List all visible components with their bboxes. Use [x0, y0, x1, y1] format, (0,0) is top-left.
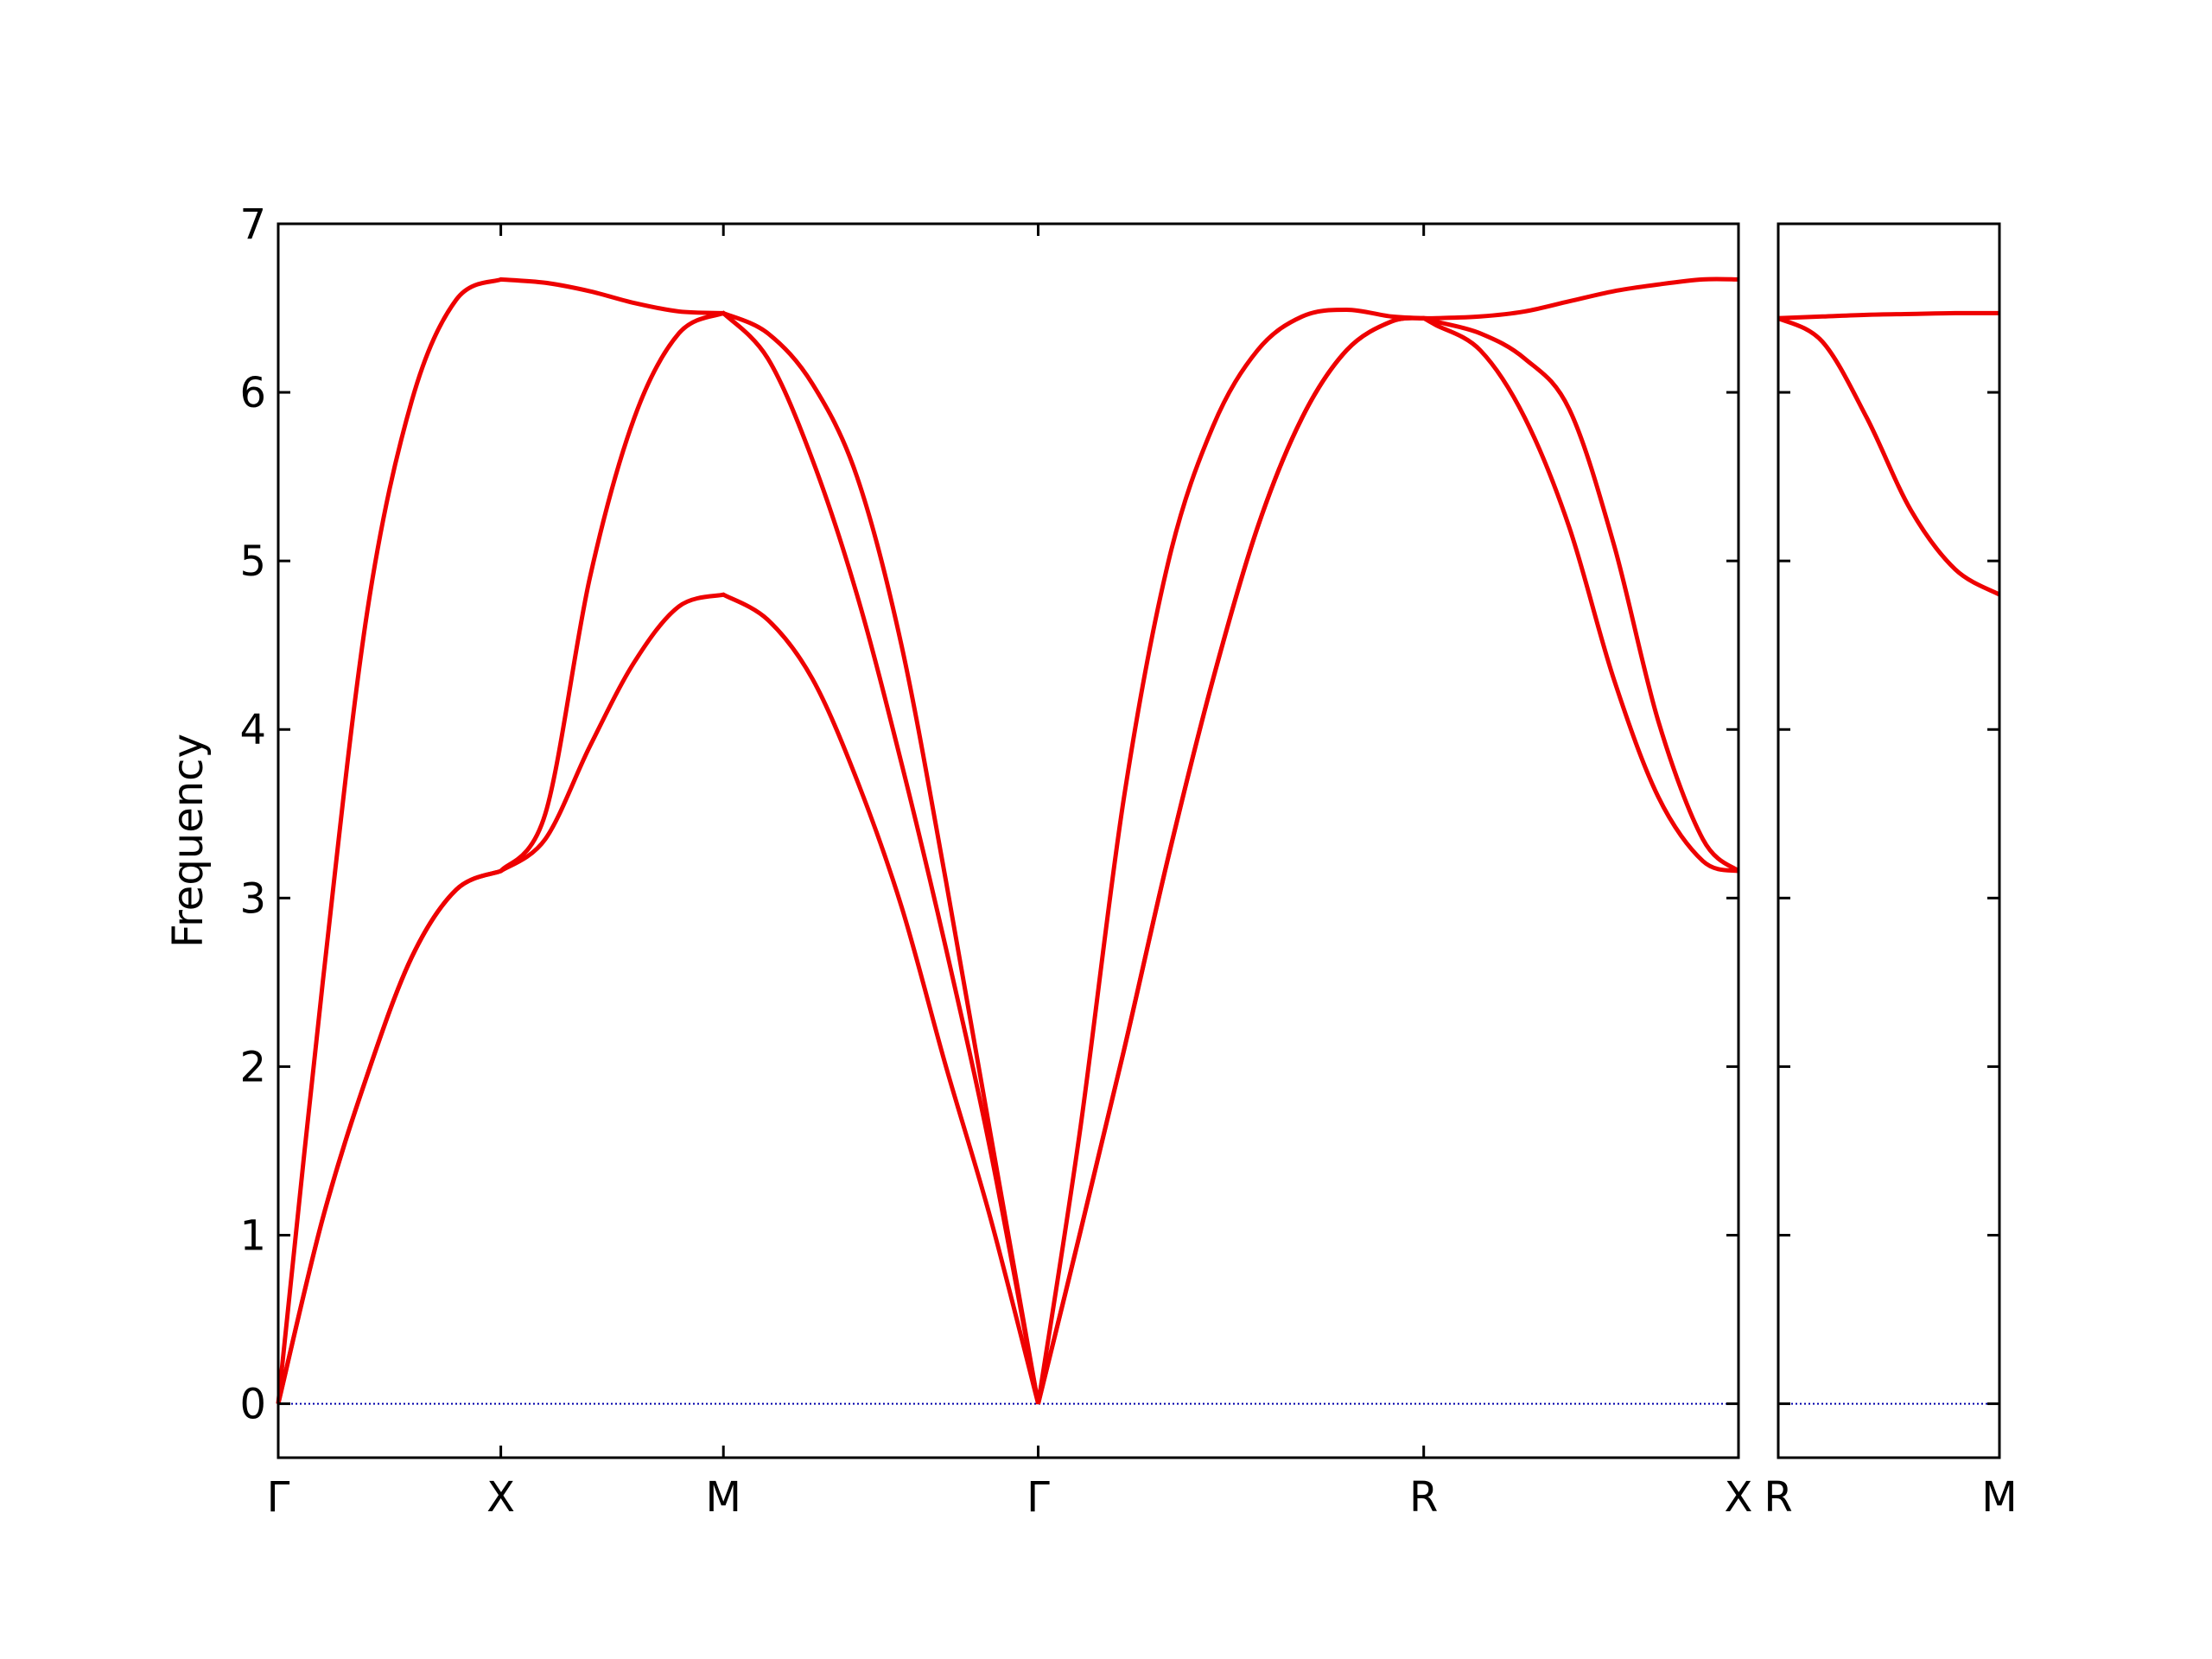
- band-line: [276, 276, 1739, 1405]
- band-line: [1777, 310, 2000, 321]
- x-tick-label: Γ: [1027, 1473, 1050, 1522]
- band-line: [1777, 315, 2001, 597]
- x-tick-label: M: [706, 1473, 741, 1522]
- x-tick-label: R: [1764, 1473, 1792, 1522]
- plot-frame: [1777, 222, 2001, 1459]
- y-tick-label: 6: [239, 369, 266, 417]
- x-tick-label: M: [1981, 1473, 2017, 1522]
- y-tick-label: 5: [239, 537, 266, 586]
- x-tick-label: X: [1725, 1473, 1753, 1522]
- x-tick-label: R: [1409, 1473, 1438, 1522]
- plot-frame: [276, 222, 1740, 1459]
- x-tick-label: X: [486, 1473, 515, 1522]
- x-tick-label: Γ: [267, 1473, 290, 1522]
- y-tick-label: 7: [239, 200, 266, 249]
- y-tick-label: 2: [239, 1043, 266, 1091]
- y-tick-label: 0: [239, 1381, 266, 1429]
- y-tick-label: 4: [239, 706, 266, 754]
- y-axis-label: Frequency: [164, 734, 213, 948]
- y-tick-label: 1: [239, 1211, 266, 1260]
- y-tick-label: 3: [239, 874, 266, 923]
